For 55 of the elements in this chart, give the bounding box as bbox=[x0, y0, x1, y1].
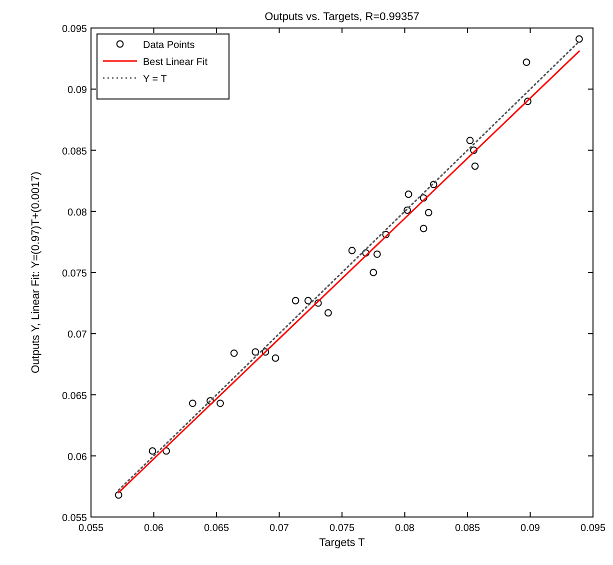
legend-label: Best Linear Fit bbox=[143, 57, 208, 68]
x-tick-label: 0.08 bbox=[395, 523, 415, 534]
point bbox=[362, 249, 370, 257]
point bbox=[324, 309, 332, 317]
point bbox=[148, 447, 156, 455]
y-axis-title: Outputs Y, Linear Fit: Y=(0.97)T+(0.0017) bbox=[30, 172, 42, 374]
y-tick-label: 0.085 bbox=[62, 146, 88, 158]
point bbox=[292, 296, 300, 304]
legend-label: Data Points bbox=[143, 40, 195, 51]
y-tick-label: 0.065 bbox=[62, 390, 88, 402]
x-tick-label: 0.06 bbox=[144, 523, 164, 534]
point bbox=[114, 491, 122, 499]
point bbox=[404, 190, 412, 198]
point bbox=[216, 400, 224, 408]
point bbox=[370, 268, 378, 276]
chart-title: Outputs vs. Targets, R=0.99357 bbox=[264, 11, 420, 23]
x-tick-label: 0.055 bbox=[78, 523, 104, 534]
y-tick-label: 0.08 bbox=[68, 207, 88, 218]
x-axis-title: Targets T bbox=[319, 537, 366, 549]
point bbox=[470, 146, 478, 154]
y-tick-label: 0.075 bbox=[62, 268, 88, 280]
x-tick-label: 0.095 bbox=[580, 523, 606, 534]
point bbox=[373, 250, 381, 258]
y-tick-label: 0.055 bbox=[62, 513, 88, 524]
x-tick-label: 0.075 bbox=[329, 523, 355, 534]
y-tick-label: 0.095 bbox=[62, 24, 88, 35]
point bbox=[524, 98, 532, 106]
point bbox=[262, 348, 270, 356]
y-tick-label: 0.09 bbox=[68, 85, 88, 96]
y-tick-label: 0.06 bbox=[68, 452, 88, 463]
point bbox=[188, 400, 196, 408]
point bbox=[272, 354, 280, 362]
point bbox=[314, 299, 322, 307]
point bbox=[382, 230, 390, 238]
point bbox=[252, 348, 260, 356]
legend-label: Y = T bbox=[143, 74, 167, 85]
point bbox=[206, 397, 214, 405]
point bbox=[162, 447, 170, 455]
point bbox=[230, 349, 238, 357]
point bbox=[575, 35, 583, 43]
point bbox=[471, 162, 479, 170]
x-tick-label: 0.09 bbox=[520, 523, 540, 534]
y-tick-label: 0.07 bbox=[68, 330, 88, 341]
x-tick-label: 0.085 bbox=[454, 523, 480, 534]
point bbox=[522, 58, 530, 66]
point bbox=[430, 180, 438, 188]
point bbox=[348, 246, 356, 254]
point bbox=[420, 224, 428, 232]
point bbox=[304, 296, 312, 304]
point bbox=[404, 206, 411, 214]
point bbox=[420, 194, 428, 202]
point bbox=[424, 208, 432, 216]
point bbox=[466, 136, 474, 144]
x-tick-label: 0.07 bbox=[270, 523, 290, 534]
x-tick-label: 0.065 bbox=[204, 523, 230, 534]
